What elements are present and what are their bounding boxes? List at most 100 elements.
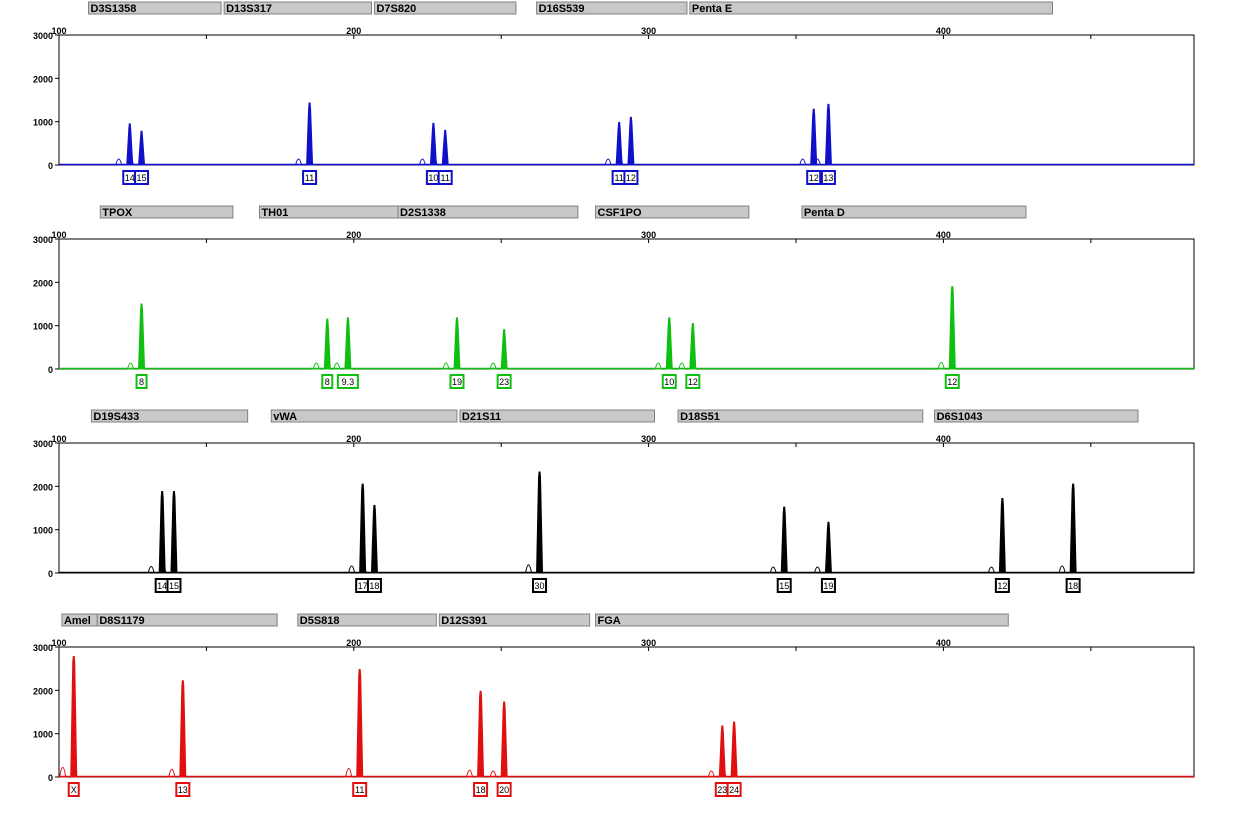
allele-call-box[interactable] bbox=[352, 782, 368, 797]
allele-call-label: 15 bbox=[779, 581, 789, 591]
plot-frame bbox=[58, 442, 1195, 574]
allele-call-box[interactable] bbox=[820, 170, 836, 185]
allele-call-box[interactable] bbox=[437, 170, 453, 185]
y-tick-label: 3000 bbox=[33, 31, 53, 41]
y-tick-label: 0 bbox=[48, 161, 53, 171]
allele-call-box[interactable] bbox=[321, 374, 334, 389]
locus-bar[interactable] bbox=[438, 613, 591, 627]
stutter-peak bbox=[345, 767, 353, 778]
allele-peak[interactable] bbox=[1069, 483, 1077, 574]
allele-peak[interactable] bbox=[689, 323, 697, 370]
stutter-peak bbox=[115, 158, 123, 166]
locus-bar[interactable] bbox=[689, 1, 1053, 15]
allele-call-box[interactable] bbox=[302, 170, 318, 185]
locus-bar[interactable] bbox=[99, 205, 234, 219]
allele-call-box[interactable] bbox=[496, 374, 512, 389]
x-tick-label: 400 bbox=[936, 638, 951, 648]
allele-peak[interactable] bbox=[500, 701, 508, 778]
allele-call-box[interactable] bbox=[473, 782, 489, 797]
allele-call-box[interactable] bbox=[944, 374, 960, 389]
allele-call-label: 12 bbox=[809, 173, 819, 183]
allele-peak[interactable] bbox=[730, 721, 738, 778]
locus-bar[interactable] bbox=[595, 205, 750, 219]
allele-peak[interactable] bbox=[441, 129, 449, 166]
allele-call-box[interactable] bbox=[532, 578, 548, 593]
allele-call-box[interactable] bbox=[994, 578, 1010, 593]
allele-call-label: 17 bbox=[358, 581, 368, 591]
allele-peak[interactable] bbox=[477, 690, 485, 778]
allele-call-box[interactable] bbox=[820, 578, 836, 593]
locus-bar[interactable] bbox=[87, 1, 222, 15]
allele-peak[interactable] bbox=[536, 471, 544, 574]
allele-peak[interactable] bbox=[323, 318, 331, 370]
stutter-peak bbox=[616, 158, 624, 166]
stutter-peak bbox=[294, 158, 303, 166]
locus-label: D16S539 bbox=[539, 3, 585, 15]
allele-call-box[interactable] bbox=[336, 374, 359, 389]
locus-bar[interactable] bbox=[297, 613, 437, 627]
allele-call-label: 12 bbox=[626, 173, 636, 183]
allele-peak[interactable] bbox=[824, 103, 832, 166]
allele-call-box[interactable] bbox=[134, 170, 150, 185]
locus-bar[interactable] bbox=[459, 409, 656, 423]
locus-label: CSF1PO bbox=[598, 207, 642, 219]
allele-peak[interactable] bbox=[453, 317, 461, 370]
locus-bar[interactable] bbox=[801, 205, 1027, 219]
stutter-peak bbox=[465, 769, 474, 778]
allele-call-box[interactable] bbox=[175, 782, 191, 797]
locus-bar[interactable] bbox=[270, 409, 458, 423]
allele-peak[interactable] bbox=[824, 521, 832, 574]
allele-call-box[interactable] bbox=[776, 578, 792, 593]
allele-call-label: 23 bbox=[717, 785, 727, 795]
allele-peak[interactable] bbox=[179, 680, 187, 778]
allele-call-label: 14 bbox=[125, 173, 135, 183]
allele-peak[interactable] bbox=[370, 504, 378, 574]
allele-call-label: 12 bbox=[997, 581, 1007, 591]
allele-call-label: 13 bbox=[178, 785, 188, 795]
allele-peak[interactable] bbox=[998, 497, 1006, 574]
locus-bar[interactable] bbox=[595, 613, 1009, 627]
stutter-peak bbox=[813, 566, 822, 574]
x-tick-label: 100 bbox=[51, 230, 66, 240]
stutter-peak bbox=[442, 362, 450, 370]
allele-peak[interactable] bbox=[344, 317, 352, 370]
locus-bar[interactable] bbox=[934, 409, 1139, 423]
allele-peak[interactable] bbox=[306, 102, 314, 166]
allele-call-box[interactable] bbox=[685, 374, 701, 389]
allele-peak[interactable] bbox=[780, 506, 788, 574]
locus-bar[interactable] bbox=[96, 613, 278, 627]
allele-peak[interactable] bbox=[70, 656, 78, 778]
allele-call-box[interactable] bbox=[366, 578, 382, 593]
allele-call-box[interactable] bbox=[135, 374, 148, 389]
locus-bar[interactable] bbox=[677, 409, 924, 423]
locus-bar[interactable] bbox=[90, 409, 249, 423]
plot-frame bbox=[58, 34, 1195, 166]
allele-call-box[interactable] bbox=[67, 782, 80, 797]
allele-call-box[interactable] bbox=[661, 374, 677, 389]
allele-peak[interactable] bbox=[356, 669, 364, 778]
locus-bar[interactable] bbox=[223, 1, 372, 15]
allele-peak[interactable] bbox=[627, 116, 635, 166]
allele-call-box[interactable] bbox=[726, 782, 742, 797]
allele-call-box[interactable] bbox=[449, 374, 465, 389]
allele-call-box[interactable] bbox=[1065, 578, 1081, 593]
allele-peak[interactable] bbox=[138, 130, 146, 166]
allele-peak[interactable] bbox=[665, 317, 673, 370]
allele-peak[interactable] bbox=[170, 491, 178, 574]
y-tick-label: 3000 bbox=[33, 439, 53, 449]
allele-call-box[interactable] bbox=[806, 170, 822, 185]
allele-peak[interactable] bbox=[500, 329, 508, 370]
allele-peak[interactable] bbox=[948, 286, 956, 370]
allele-call-box[interactable] bbox=[166, 578, 182, 593]
locus-bar[interactable] bbox=[536, 1, 688, 15]
y-tick-label: 1000 bbox=[33, 322, 53, 332]
locus-bar[interactable] bbox=[397, 205, 579, 219]
allele-call-box[interactable] bbox=[623, 170, 639, 185]
allele-call-box[interactable] bbox=[496, 782, 512, 797]
allele-peak[interactable] bbox=[138, 303, 146, 370]
stutter-peak bbox=[159, 565, 167, 574]
allele-call-label: 13 bbox=[823, 173, 833, 183]
allele-call-label: 11 bbox=[614, 173, 623, 183]
locus-bar[interactable] bbox=[373, 1, 517, 15]
stutter-peak bbox=[1058, 565, 1066, 574]
